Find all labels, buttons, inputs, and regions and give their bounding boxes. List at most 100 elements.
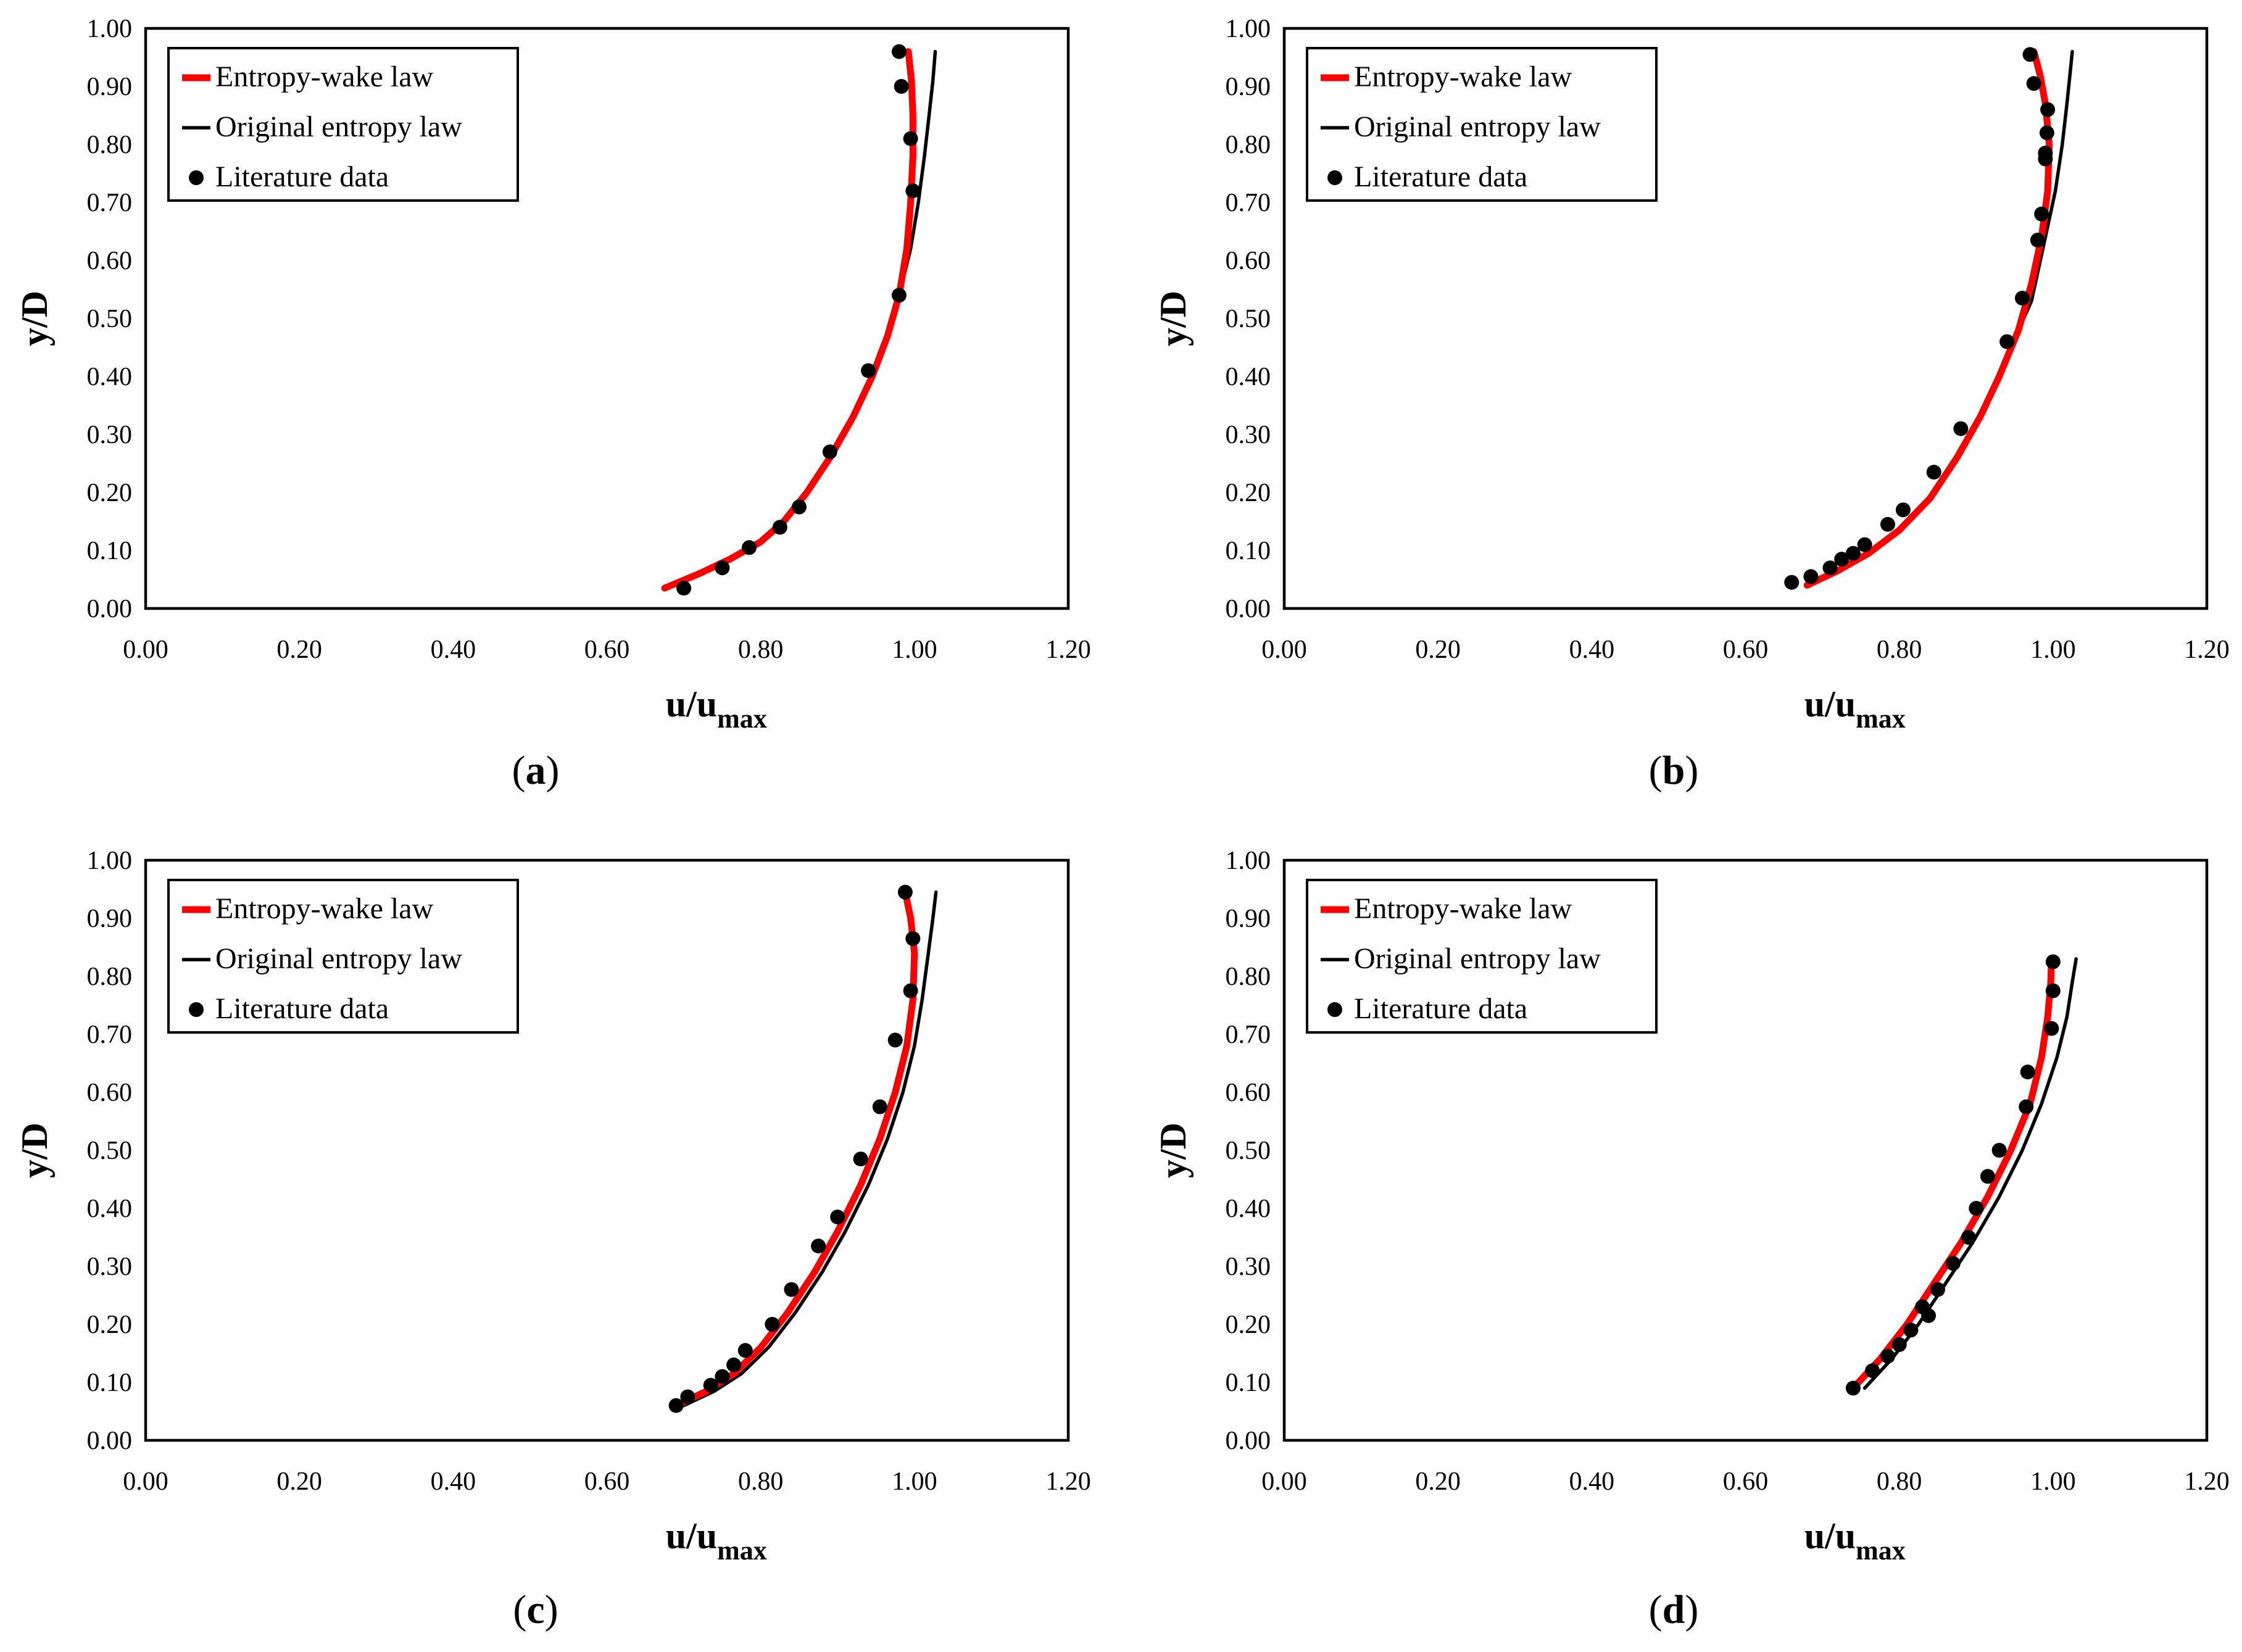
original-entropy-law-line [682,890,938,1408]
legend: Entropy-wake law Original entropy law Lite… [1306,47,1658,202]
x-axis-label-main: u/u [666,684,717,724]
x-tick-label: 1.20 [2184,1467,2230,1496]
y-tick-label: 0.50 [1226,305,1271,333]
x-tick-label: 0.20 [1415,1467,1461,1496]
literature-data-point [1845,1380,1861,1396]
literature-data-point [905,931,921,946]
literature-data-point [897,884,913,900]
y-tick-label: 0.50 [1226,1137,1271,1165]
y-tick-label: 0.30 [1226,1253,1271,1281]
literature-data-point [676,581,692,596]
x-tick-label: 0.00 [123,1467,168,1496]
legend-label: Entropy-wake law [1354,892,1572,925]
y-tick-label: 0.70 [87,189,133,217]
y-tick-label: 0.40 [1226,363,1271,391]
literature-data-point [822,444,837,460]
legend-label: Original entropy law [1354,110,1601,143]
legend-box [1306,879,1658,1034]
literature-data-point [872,1099,887,1114]
y-tick-label: 0.70 [87,1021,133,1049]
y-tick-label: 0.90 [1226,73,1271,101]
y-tick-label: 0.30 [87,421,133,449]
y-tick-label: 0.80 [87,963,133,991]
panel-caption: (b) [1649,748,1699,793]
literature-data-point [2038,146,2053,161]
legend-label: Entropy-wake law [215,892,434,925]
literature-data-point [2040,102,2056,117]
y-tick-label: 0.20 [87,479,133,507]
y-tick-label: 1.00 [1226,847,1271,875]
literature-data-point [894,79,909,94]
literature-data-point [861,363,876,378]
x-tick-label: 0.40 [431,636,476,664]
y-tick-label: 0.90 [87,73,133,101]
literature-data-point [2022,47,2038,62]
literature-data-point [1865,1363,1880,1379]
literature-data-point [905,183,921,199]
x-tick-label: 0.40 [1569,636,1615,664]
panel-caption: (a) [512,748,560,793]
legend-swatch-literature [1327,1002,1342,1017]
x-tick-label: 0.00 [1261,1467,1307,1496]
literature-data-point [1822,560,1838,576]
literature-data-point [1803,569,1819,584]
y-tick-label: 0.70 [1226,1021,1271,1049]
legend-label: Literature data [215,160,389,193]
x-tick-label: 1.00 [2030,1467,2076,1496]
x-tick-label: 0.80 [738,636,784,664]
literature-data-point [1991,1143,2007,1158]
y-tick-label: 0.60 [87,1079,133,1107]
literature-data-point [2015,291,2030,306]
y-tick-label: 0.40 [87,363,133,391]
x-tick-label: 0.00 [1261,636,1307,664]
x-tick-label: 0.60 [584,1467,630,1496]
x-tick-label: 0.20 [276,1467,322,1496]
x-tick-label: 0.60 [1723,636,1769,664]
literature-data-point [2019,1099,2034,1114]
x-tick-label: 0.80 [1877,636,1922,664]
y-axis-label: y/D [14,291,55,346]
y-axis-label: y/D [14,1123,55,1178]
plot-series [1845,954,2078,1396]
literature-data-point [1845,546,1861,561]
legend-label: Entropy-wake law [1354,60,1572,93]
x-axis-label: u/umax [666,1516,767,1566]
literature-data-point [2020,1065,2035,1080]
literature-data-point [1891,1337,1907,1352]
x-axis-label-main: u/u [1804,684,1856,724]
x-tick-label: 0.60 [584,636,630,664]
x-tick-label: 0.60 [1723,1467,1769,1496]
plot-series [1784,47,2074,590]
legend-swatch-literature [189,170,204,185]
literature-data-point [1834,552,1850,567]
x-tick-label: 1.20 [2184,636,2230,664]
x-axis-label-subscript: max [717,1535,767,1566]
legend-box [1306,47,1658,202]
y-tick-label: 0.60 [87,247,133,275]
x-tick-label: 0.20 [1415,636,1461,664]
chart-panel-b: 0.00 0.10 0.20 0.30 0.40 0.50 0.60 0.70 0.80 0.90… [1153,15,2230,793]
literature-data-point [668,1398,684,1413]
literature-data-point [1903,1322,1919,1338]
literature-data-point [2034,206,2049,222]
y-tick-label: 0.10 [1226,1369,1271,1397]
plot-area-frame [144,27,1070,610]
literature-data-point [830,1210,845,1225]
literature-data-point [903,983,918,998]
y-tick-label: 0.80 [87,131,133,159]
literature-data-point [2039,125,2054,141]
literature-data-point [891,288,907,303]
y-tick-label: 0.60 [1226,1079,1271,1107]
y-tick-label: 0.90 [87,905,133,933]
y-tick-label: 0.10 [1226,537,1271,565]
literature-data-point [1961,1230,1976,1245]
literature-data-point [703,1377,718,1393]
y-tick-label: 0.70 [1226,189,1271,217]
y-tick-label: 0.00 [1226,595,1271,623]
y-tick-label: 0.40 [1226,1195,1271,1223]
y-tick-label: 0.60 [1226,247,1271,275]
legend-label: Original entropy law [215,110,462,143]
x-tick-label: 1.20 [1045,1467,1091,1496]
x-tick-label: 1.00 [2030,636,2076,664]
